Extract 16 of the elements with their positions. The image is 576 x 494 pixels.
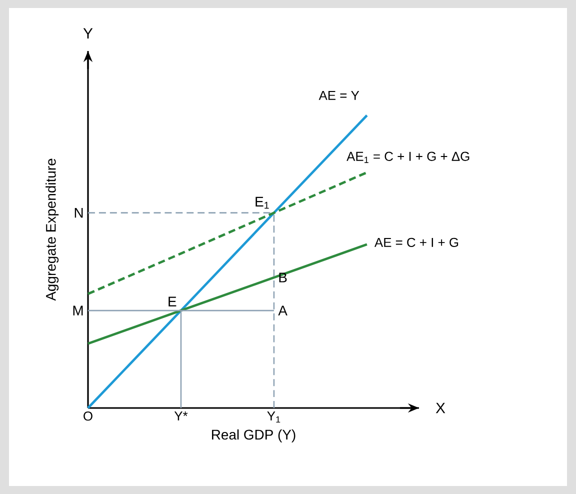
- text: Y: [83, 28, 93, 38]
- series-label: AE = C + I + G: [374, 238, 458, 248]
- x-tick-label: O: [84, 412, 92, 421]
- annotation: A: [278, 306, 288, 316]
- annotation: E$_{1}$: [256, 196, 269, 209]
- x-axis-title: Real GDP (Y): [212, 429, 296, 442]
- text: X: [436, 402, 446, 414]
- series-label: AE = Y: [318, 90, 360, 100]
- annotation: M: [73, 306, 83, 316]
- annotation: B: [279, 272, 287, 282]
- annotation: N: [74, 208, 83, 218]
- series-label: AE$_{1}$ = C + I + G + ΔG: [346, 152, 470, 163]
- y-axis-title: Aggregate Expenditure: [46, 158, 59, 301]
- x-tick-label: Y*: [174, 412, 188, 420]
- x-tick-label: Y$_{1}$: [267, 412, 280, 423]
- annotation: E: [168, 296, 176, 306]
